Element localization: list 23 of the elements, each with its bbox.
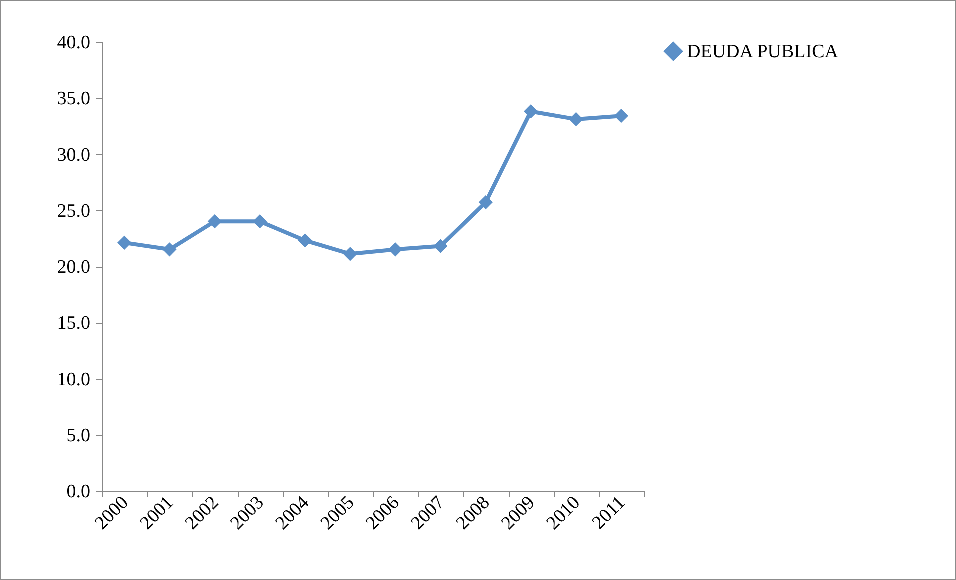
- y-tick-label: 15.0: [57, 313, 90, 334]
- y-tick-label: 40.0: [57, 32, 90, 54]
- point: [434, 239, 448, 254]
- point: [343, 247, 358, 262]
- point: [388, 242, 403, 257]
- y-tick-label: 25.0: [57, 200, 90, 222]
- y-tick-label: 35.0: [57, 88, 90, 110]
- x-tick-label: 2011: [588, 492, 630, 534]
- point: [118, 236, 132, 250]
- legend-label: DEUDA PUBLICA: [687, 42, 839, 62]
- point: [524, 104, 538, 119]
- y-tick-label: 10.0: [57, 369, 90, 390]
- point: [298, 234, 312, 248]
- y-tick-label: 0.0: [66, 482, 90, 502]
- point: [614, 109, 628, 124]
- y-tick-label: 20.0: [57, 257, 90, 278]
- point: [478, 195, 493, 210]
- point: [253, 214, 268, 229]
- point: [569, 112, 584, 127]
- y-tick-label: 30.0: [57, 144, 90, 166]
- y-tick-label: 5.0: [66, 425, 90, 446]
- point: [162, 242, 177, 257]
- point: [208, 214, 222, 229]
